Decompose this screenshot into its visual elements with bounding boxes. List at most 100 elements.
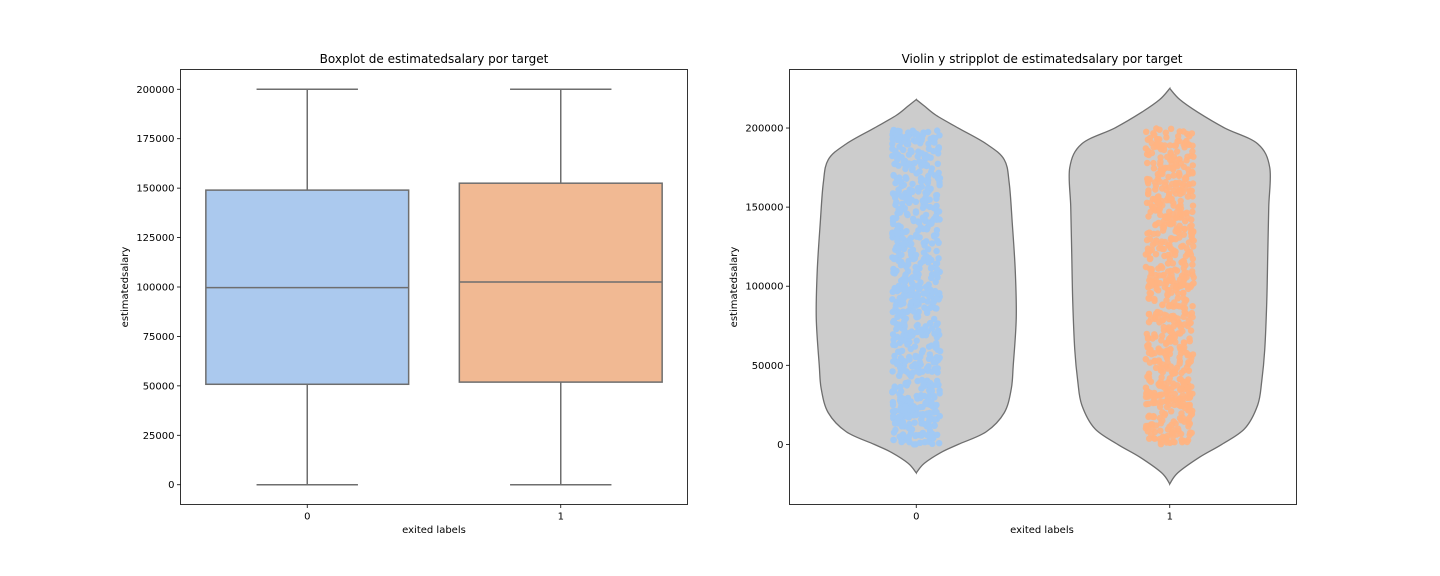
strip-point bbox=[898, 251, 905, 258]
strip-point bbox=[898, 193, 906, 200]
strip-point bbox=[1179, 414, 1187, 421]
strip-point bbox=[1152, 310, 1160, 317]
violin-1 bbox=[1068, 86, 1272, 486]
strip-point bbox=[925, 281, 932, 288]
strip-point bbox=[1176, 343, 1183, 351]
strip-point bbox=[932, 366, 939, 374]
strip-point bbox=[1178, 243, 1185, 250]
strip-point bbox=[914, 313, 922, 320]
strip-point bbox=[1189, 148, 1196, 155]
strip-point bbox=[1160, 271, 1168, 278]
strip-point bbox=[908, 196, 916, 204]
strip-point bbox=[914, 153, 921, 160]
y-tick-label: 150000 bbox=[136, 184, 174, 195]
strip-point bbox=[925, 343, 933, 350]
strip-point bbox=[894, 238, 901, 245]
strip-point bbox=[900, 337, 907, 344]
strip-point bbox=[1147, 290, 1154, 298]
strip-point bbox=[1169, 433, 1177, 440]
strip-point bbox=[1144, 335, 1152, 342]
x-tick-label: 0 bbox=[913, 512, 919, 523]
strip-point bbox=[1184, 193, 1192, 200]
strip-point bbox=[905, 435, 912, 442]
strip-point bbox=[1143, 422, 1150, 430]
strip-point bbox=[1156, 403, 1164, 410]
strip-point bbox=[907, 147, 914, 154]
strip-point bbox=[896, 143, 903, 150]
strip-point bbox=[892, 426, 899, 434]
strip-point bbox=[1165, 277, 1173, 284]
strip-point bbox=[1176, 234, 1183, 241]
strip-point bbox=[929, 440, 936, 447]
strip-point bbox=[921, 242, 928, 249]
strip-point bbox=[889, 308, 896, 316]
strip-point bbox=[1189, 208, 1196, 215]
strip-point bbox=[913, 170, 920, 177]
strip-point bbox=[935, 255, 942, 262]
strip-point bbox=[1144, 159, 1151, 167]
strip-point bbox=[926, 304, 934, 312]
strip-point bbox=[1145, 151, 1153, 159]
strip-point bbox=[1189, 202, 1197, 209]
strip-point bbox=[932, 359, 939, 366]
strip-point bbox=[890, 172, 897, 179]
violin-panel: Violin y stripplot de estimatedsalary po… bbox=[729, 52, 1297, 536]
strip-point bbox=[1144, 250, 1152, 257]
strip-point bbox=[927, 265, 935, 272]
strip-point bbox=[1188, 222, 1195, 229]
y-tick-label: 100000 bbox=[136, 283, 174, 294]
strip-point bbox=[899, 395, 906, 402]
strip-point bbox=[928, 387, 936, 395]
strip-point bbox=[909, 180, 916, 188]
strip-point bbox=[914, 184, 922, 192]
strip-point bbox=[1180, 128, 1187, 135]
strip-point bbox=[1179, 182, 1186, 189]
strip-point bbox=[901, 322, 908, 329]
strip-point bbox=[1151, 179, 1159, 186]
strip-point bbox=[1165, 194, 1172, 201]
strip-point bbox=[907, 285, 915, 293]
strip-point bbox=[1190, 274, 1197, 281]
strip-point bbox=[1168, 336, 1176, 343]
strip-point bbox=[933, 305, 940, 312]
strip-point bbox=[901, 273, 909, 281]
strip-point bbox=[1162, 340, 1170, 348]
y-tick-label: 125000 bbox=[136, 233, 174, 244]
strip-point bbox=[915, 148, 922, 155]
strip-point bbox=[889, 368, 896, 375]
strip-point bbox=[1159, 417, 1166, 424]
strip-point bbox=[889, 388, 896, 395]
strip-point bbox=[912, 251, 920, 259]
strip-point bbox=[896, 128, 903, 135]
strip-point bbox=[918, 385, 925, 392]
strip-point bbox=[933, 266, 941, 273]
strip-point bbox=[1147, 273, 1154, 280]
strip-point bbox=[913, 299, 920, 306]
strip-point bbox=[1161, 412, 1168, 419]
strip-point bbox=[890, 126, 897, 134]
strip-point bbox=[1145, 374, 1153, 381]
strip-point bbox=[896, 390, 903, 398]
strip-point bbox=[1177, 190, 1184, 198]
strip-point bbox=[934, 127, 941, 134]
strip-point bbox=[1163, 134, 1170, 141]
strip-point bbox=[1150, 434, 1158, 442]
strip-point bbox=[1185, 317, 1192, 324]
strip-point bbox=[931, 422, 938, 429]
strip-point bbox=[1186, 181, 1193, 188]
strip-point bbox=[902, 380, 909, 388]
strip-point bbox=[922, 154, 930, 161]
boxplot-panel: Boxplot de estimatedsalary por target 0 2… bbox=[120, 52, 688, 536]
strip-point bbox=[897, 301, 904, 308]
strip-point bbox=[1150, 165, 1158, 172]
strip-point bbox=[892, 148, 899, 155]
strip-point bbox=[1157, 438, 1165, 445]
strip-point bbox=[933, 381, 941, 389]
strip-point bbox=[906, 189, 913, 197]
strip-point bbox=[1150, 230, 1157, 238]
strip-point bbox=[906, 292, 913, 299]
strip-point bbox=[1188, 187, 1196, 194]
strip-point bbox=[1183, 438, 1191, 446]
strip-point bbox=[895, 162, 902, 169]
